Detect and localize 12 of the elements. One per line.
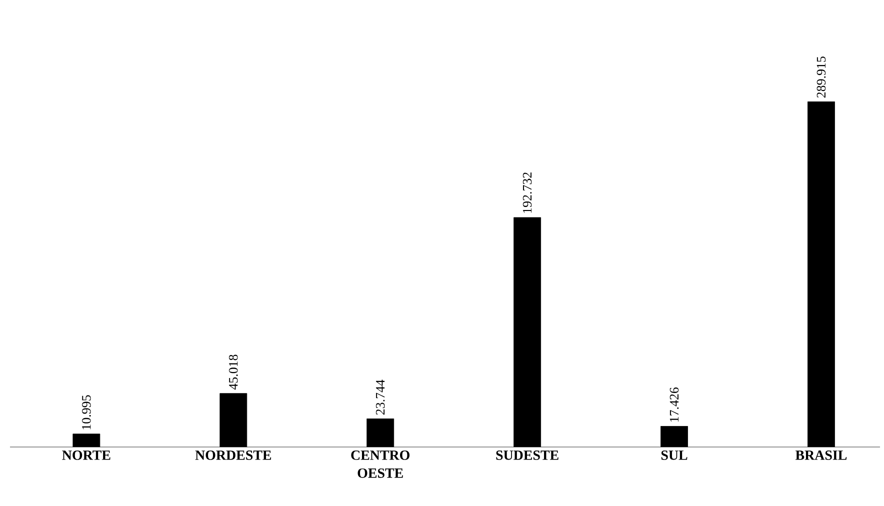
data-label: 10.995	[82, 395, 91, 430]
x-tick-label: BRASIL	[795, 450, 847, 460]
x-tick-label: NORTE	[62, 450, 110, 460]
data-label: 45.018	[228, 354, 238, 390]
data-label: 289.915	[816, 56, 826, 98]
x-tick-label: NORDESTE	[195, 450, 272, 460]
x-tick-label: CENTRO OESTE	[351, 450, 410, 478]
x-tick-label: SUDESTE	[496, 450, 558, 460]
data-label: 17.426	[670, 387, 679, 422]
x-tick-label: SUL	[661, 450, 688, 460]
data-label: 192.732	[522, 172, 532, 213]
data-label: 23.744	[376, 380, 385, 415]
